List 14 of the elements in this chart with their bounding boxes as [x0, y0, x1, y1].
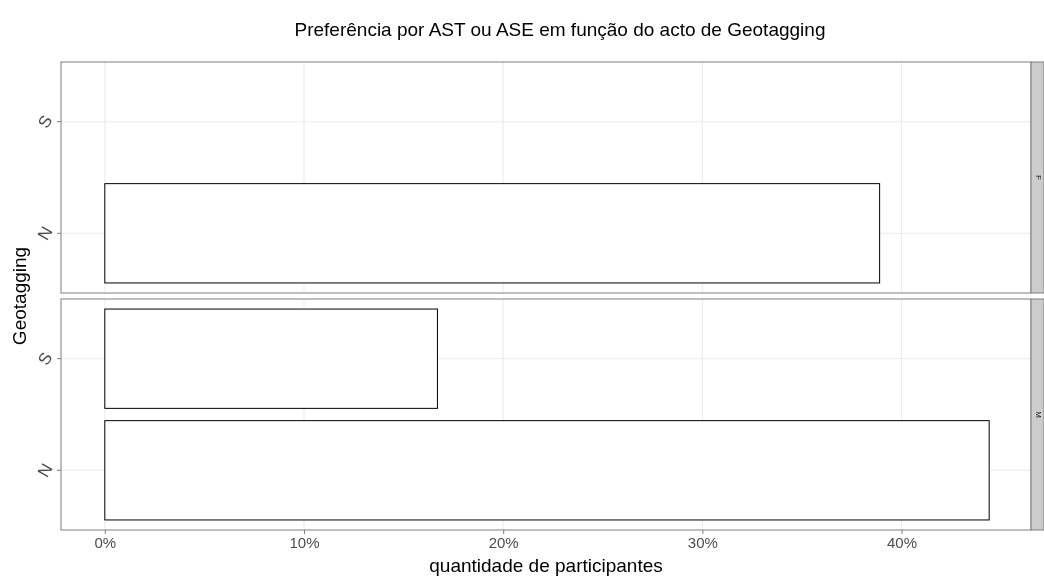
x-tick-label: 30%	[687, 533, 718, 551]
x-tick-label: 20%	[488, 533, 519, 551]
x-tick-label: 40%	[887, 533, 918, 551]
text: M	[1034, 411, 1043, 419]
y-tick-label: N	[34, 460, 57, 481]
x-tick-label: 10%	[289, 533, 320, 551]
x-tick-label: 0%	[94, 533, 117, 551]
y-tick-label: S	[34, 112, 57, 132]
y-tick-label: N	[34, 223, 57, 244]
x-axis-title: quantidade de participantes	[429, 555, 663, 576]
chart-title: Preferência por AST ou ASE em função do acto de Geotagging	[294, 19, 826, 40]
y-axis-title: Geotagging	[9, 246, 30, 346]
text: F	[1034, 175, 1043, 181]
y-tick-label: S	[34, 349, 57, 369]
